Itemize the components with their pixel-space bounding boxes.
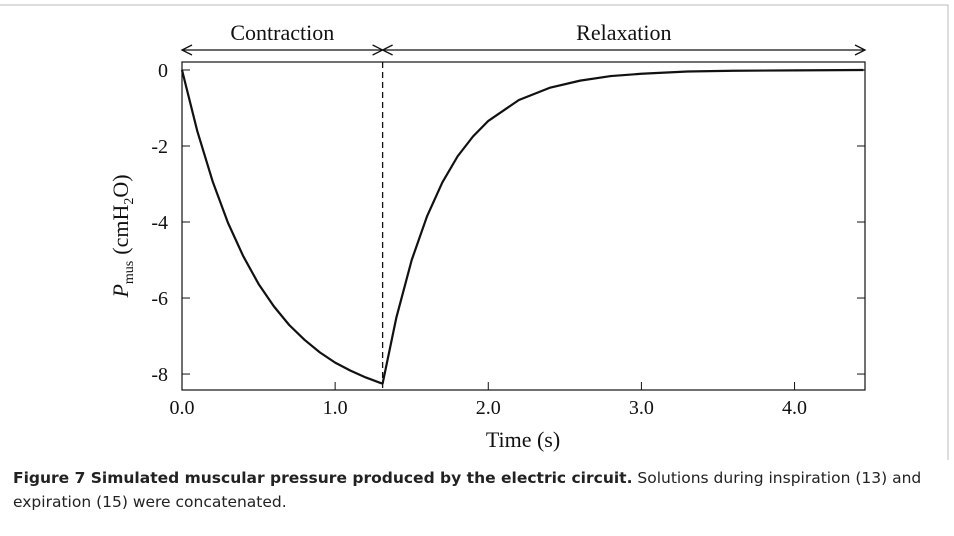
y-tick-label: -6 <box>151 288 168 310</box>
frame <box>0 4 949 460</box>
y-axis-label-part: P <box>108 284 133 298</box>
x-tick-label: 0.0 <box>170 397 195 419</box>
arrow-head <box>180 44 193 56</box>
annotation: Contraction <box>230 20 334 45</box>
caption-text: Solutions during inspiration (13) and ex… <box>13 469 922 511</box>
y-tick-label: -4 <box>151 212 168 234</box>
x-tick-label: 4.0 <box>782 397 807 419</box>
y-axis-label-part: mus <box>122 261 137 284</box>
x-tick-label: 3.0 <box>629 397 654 419</box>
x-tick-label: 2.0 <box>476 397 501 419</box>
y-axis-label-part: O) <box>108 174 133 197</box>
y-tick-label: -2 <box>151 136 168 158</box>
annotation: Relaxation <box>576 20 671 45</box>
y-tick-label: -8 <box>151 364 168 386</box>
line-series <box>180 68 864 385</box>
arrow-head <box>381 44 393 56</box>
y-axis-label-part: 2 <box>122 198 137 205</box>
y-axis-label-part: (cmH <box>108 205 133 255</box>
y-tick-label: 0 <box>158 60 168 82</box>
caption-title: Figure 7 Simulated muscular pressure pro… <box>13 469 633 487</box>
caption: Figure 7 Simulated muscular pressure pro… <box>13 466 943 514</box>
chart: Time (s) 0 -2 -4 -6 -80.0 1.0 2.0 3.0 4.0 Pmus (cm… <box>0 4 949 460</box>
y-axis-label: Pmus (cmH2O) <box>108 174 137 298</box>
arrow-head <box>854 44 867 56</box>
plot-frame <box>181 61 866 391</box>
x-tick-label: 1.0 <box>323 397 348 419</box>
x-axis-label: Time (s) <box>486 427 560 452</box>
